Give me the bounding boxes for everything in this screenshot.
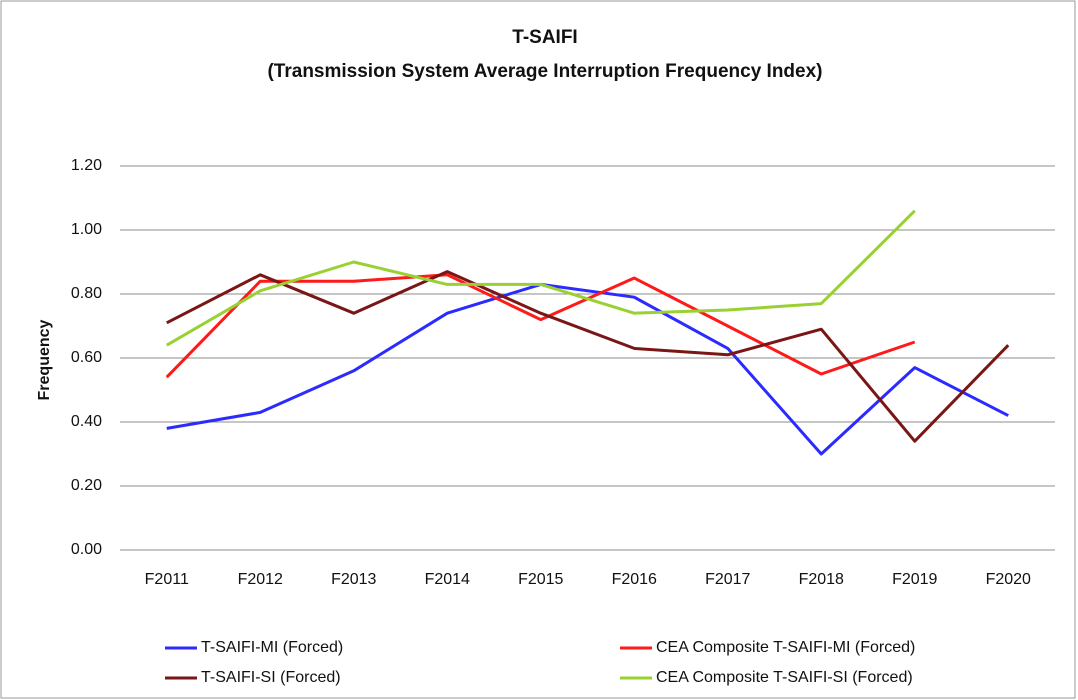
series-line: [165, 209, 916, 347]
x-tick-label: F2014: [425, 571, 470, 588]
x-tick-label: F2015: [518, 571, 563, 588]
x-tick-label: F2020: [986, 571, 1031, 588]
series-line: [166, 282, 1009, 456]
legend-label: CEA Composite T-SAIFI-SI (Forced): [656, 669, 913, 686]
legend-label: T-SAIFI-MI (Forced): [201, 639, 343, 656]
x-tick-label: F2013: [331, 571, 376, 588]
legend-label: T-SAIFI-SI (Forced): [201, 669, 341, 686]
y-tick-label: 0.20: [71, 477, 102, 494]
chart-subtitle: (Transmission System Average Interruptio…: [267, 61, 822, 82]
legend-label: CEA Composite T-SAIFI-MI (Forced): [656, 639, 915, 656]
x-tick-label: F2019: [892, 571, 937, 588]
x-tick-label: F2012: [238, 571, 283, 588]
y-tick-label: 1.20: [71, 157, 102, 174]
x-tick-label: F2016: [612, 571, 657, 588]
x-tick-label: F2017: [705, 571, 750, 588]
y-tick-label: 1.00: [71, 221, 102, 238]
y-tick-label: 0.80: [71, 285, 102, 302]
x-tick-label: F2018: [799, 571, 844, 588]
y-tick-label: 0.40: [71, 413, 102, 430]
y-tick-label: 0.00: [71, 541, 102, 558]
series-line: [166, 270, 1010, 443]
y-axis-label: Frequency: [36, 319, 53, 400]
y-tick-label: 0.60: [71, 349, 102, 366]
chart-title: T-SAIFI: [512, 27, 577, 48]
x-tick-label: F2011: [145, 571, 189, 588]
